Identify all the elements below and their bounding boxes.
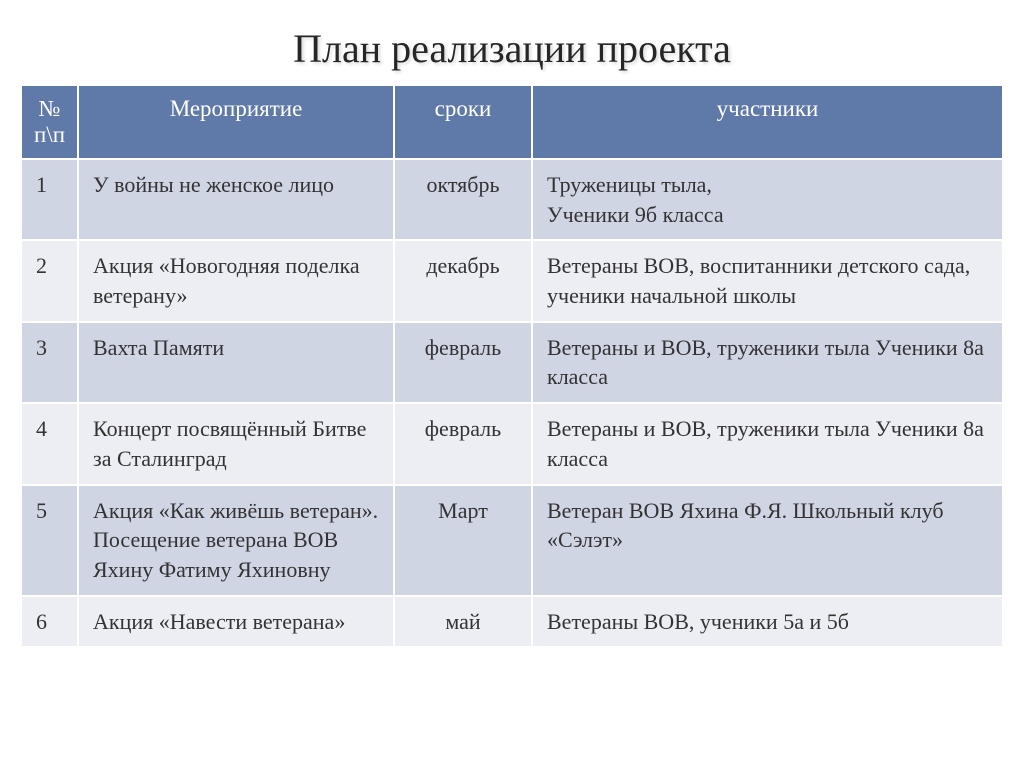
table-header: № п\п Мероприятие сроки участники bbox=[21, 85, 1003, 159]
cell-event: Вахта Памяти bbox=[78, 322, 394, 403]
cell-date: февраль bbox=[394, 322, 532, 403]
cell-participants: Труженицы тыла,Ученики 9б класса bbox=[532, 159, 1003, 240]
cell-date: май bbox=[394, 596, 532, 648]
cell-participants: Ветеран ВОВ Яхина Ф.Я. Школьный клуб «Сэ… bbox=[532, 485, 1003, 596]
cell-date: Март bbox=[394, 485, 532, 596]
page-title: План реализации проекта bbox=[20, 25, 1004, 72]
cell-num: 2 bbox=[21, 240, 78, 321]
cell-date: октябрь bbox=[394, 159, 532, 240]
cell-participants: Ветераны ВОВ, воспитанники детского сада… bbox=[532, 240, 1003, 321]
cell-date: декабрь bbox=[394, 240, 532, 321]
cell-event: Акция «Новогодняя поделка ветерану» bbox=[78, 240, 394, 321]
table-row: 3 Вахта Памяти февраль Ветераны и ВОВ, т… bbox=[21, 322, 1003, 403]
col-header-date: сроки bbox=[394, 85, 532, 159]
table-row: 6 Акция «Навести ветерана» май Ветераны … bbox=[21, 596, 1003, 648]
table-body: 1 У войны не женское лицо октябрь Тружен… bbox=[21, 159, 1003, 647]
table-row: 5 Акция «Как живёшь ветеран». Посещение … bbox=[21, 485, 1003, 596]
table-row: 4 Концерт посвящённый Битве за Сталингра… bbox=[21, 403, 1003, 484]
cell-participants: Ветераны ВОВ, ученики 5а и 5б bbox=[532, 596, 1003, 648]
cell-event: У войны не женское лицо bbox=[78, 159, 394, 240]
cell-event: Концерт посвящённый Битве за Сталинград bbox=[78, 403, 394, 484]
plan-table: № п\п Мероприятие сроки участники 1 У во… bbox=[20, 84, 1004, 648]
cell-participants: Ветераны и ВОВ, труженики тыла Ученики 8… bbox=[532, 322, 1003, 403]
cell-event: Акция «Как живёшь ветеран». Посещение ве… bbox=[78, 485, 394, 596]
col-header-participants: участники bbox=[532, 85, 1003, 159]
col-header-event: Мероприятие bbox=[78, 85, 394, 159]
cell-num: 3 bbox=[21, 322, 78, 403]
slide: План реализации проекта № п\п Мероприяти… bbox=[0, 0, 1024, 767]
table-row: 1 У войны не женское лицо октябрь Тружен… bbox=[21, 159, 1003, 240]
cell-event: Акция «Навести ветерана» bbox=[78, 596, 394, 648]
cell-num: 6 bbox=[21, 596, 78, 648]
cell-num: 1 bbox=[21, 159, 78, 240]
table-row: 2 Акция «Новогодняя поделка ветерану» де… bbox=[21, 240, 1003, 321]
cell-participants: Ветераны и ВОВ, труженики тыла Ученики 8… bbox=[532, 403, 1003, 484]
cell-num: 5 bbox=[21, 485, 78, 596]
col-header-num: № п\п bbox=[21, 85, 78, 159]
cell-date: февраль bbox=[394, 403, 532, 484]
cell-num: 4 bbox=[21, 403, 78, 484]
